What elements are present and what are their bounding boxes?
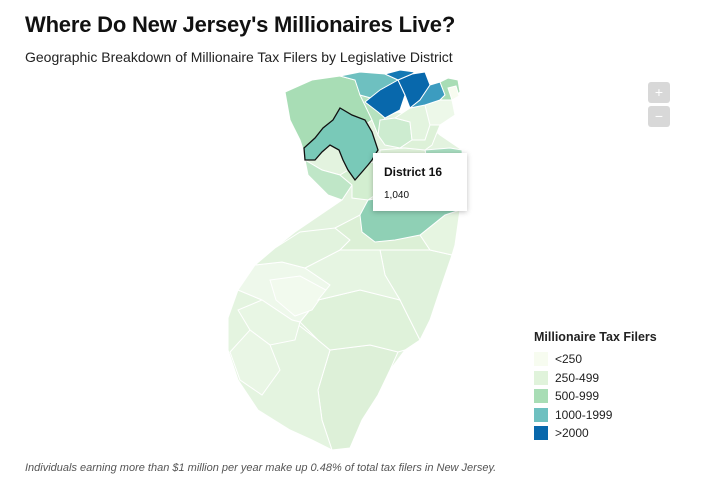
legend-item: 250-499 bbox=[534, 369, 657, 388]
district-union[interactable] bbox=[398, 124, 441, 151]
legend-swatch bbox=[534, 426, 548, 441]
legend-item: 500-999 bbox=[534, 387, 657, 406]
district-salem[interactable] bbox=[229, 329, 281, 396]
zoom-in-button[interactable]: + bbox=[648, 82, 670, 103]
legend-item: >2000 bbox=[534, 424, 657, 443]
legend-label: 500-999 bbox=[555, 389, 600, 404]
district-bergen-north[interactable] bbox=[383, 69, 417, 81]
district-south-cape[interactable] bbox=[317, 344, 399, 451]
tooltip-value: 1,040 bbox=[384, 190, 410, 201]
district-hunterdon[interactable] bbox=[304, 159, 353, 201]
district-hudson-tip[interactable] bbox=[447, 85, 460, 101]
legend-label: 1000-1999 bbox=[555, 407, 613, 422]
district-gloucester[interactable] bbox=[237, 299, 301, 346]
tooltip-district-name: District 16 bbox=[384, 165, 443, 179]
zoom-out-button[interactable]: − bbox=[648, 106, 670, 127]
legend-swatch bbox=[534, 352, 548, 367]
legend-title: Millionaire Tax Filers bbox=[534, 330, 657, 344]
legend-label: >2000 bbox=[555, 426, 589, 441]
legend-item: <250 bbox=[534, 350, 657, 369]
page-title: Where Do New Jersey's Millionaires Live? bbox=[25, 12, 456, 37]
district-bergen-west[interactable] bbox=[364, 79, 406, 119]
page-subtitle: Geographic Breakdown of Millionaire Tax … bbox=[25, 49, 453, 65]
footnote: Individuals earning more than $1 million… bbox=[25, 462, 497, 474]
district-16-highlight[interactable] bbox=[303, 107, 379, 182]
legend-swatch bbox=[534, 370, 548, 385]
legend-swatch bbox=[534, 407, 548, 422]
map-legend: Millionaire Tax Filers <250 250-499 500-… bbox=[534, 330, 657, 443]
legend-swatch bbox=[534, 389, 548, 404]
legend-label: <250 bbox=[555, 352, 583, 367]
legend-label: 250-499 bbox=[555, 370, 600, 385]
district-camden[interactable] bbox=[269, 275, 327, 317]
legend-item: 1000-1999 bbox=[534, 406, 657, 425]
district-tooltip: District 16 1,040 bbox=[373, 153, 467, 211]
